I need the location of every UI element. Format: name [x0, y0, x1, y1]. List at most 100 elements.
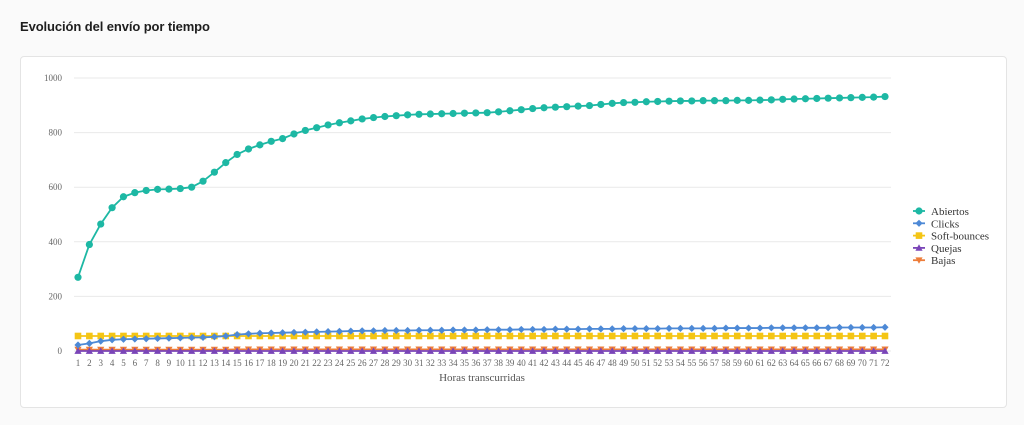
x-tick-label: 67 [824, 358, 834, 368]
x-tick-label: 52 [653, 358, 662, 368]
data-point-clicks [790, 324, 798, 332]
data-point-clicks [733, 324, 741, 332]
data-point-clicks [210, 333, 218, 341]
x-tick-label: 69 [846, 358, 856, 368]
data-point-clicks [745, 324, 753, 332]
data-point-abiertos [347, 117, 355, 125]
data-point-abiertos [563, 103, 571, 111]
data-point-abiertos [74, 273, 82, 281]
data-point-clicks [313, 328, 321, 336]
data-point-clicks [335, 327, 344, 335]
data-point-abiertos [483, 109, 491, 117]
data-point-clicks [801, 324, 810, 332]
data-point-quejas [710, 347, 719, 354]
x-tick-label: 53 [665, 358, 675, 368]
data-point-quejas [381, 347, 389, 354]
data-point-soft-bounces [427, 332, 434, 340]
data-point-clicks [756, 324, 764, 332]
data-point-clicks [642, 325, 650, 333]
data-point-clicks [585, 325, 594, 333]
x-tick-label: 11 [187, 358, 196, 368]
legend-item-bajas[interactable]: Bajas [913, 255, 955, 267]
data-point-clicks [369, 327, 378, 335]
data-point-clicks [199, 333, 207, 341]
legend-label: Clicks [931, 218, 959, 230]
legend-item-soft-bounces[interactable]: Soft-bounces [913, 231, 989, 243]
data-point-quejas [233, 347, 241, 354]
data-point-clicks [404, 326, 412, 335]
data-point-quejas [881, 347, 889, 354]
data-point-clicks [119, 335, 128, 343]
data-point-soft-bounces [563, 332, 571, 340]
data-point-abiertos [381, 112, 389, 121]
data-point-clicks [517, 325, 525, 334]
data-point-clicks [881, 323, 889, 331]
data-point-quejas [142, 347, 150, 354]
x-axis-title: Horas transcurridas [439, 372, 525, 384]
x-tick-label: 1 [76, 358, 81, 368]
x-tick-label: 14 [221, 358, 231, 368]
data-point-clicks [85, 339, 93, 347]
legend-item-clicks[interactable]: Clicks [913, 218, 959, 230]
data-point-quejas [585, 347, 594, 354]
data-point-quejas [597, 347, 605, 354]
data-point-abiertos [608, 99, 616, 107]
data-point-abiertos [824, 94, 832, 102]
data-point-abiertos [301, 126, 309, 135]
x-tick-label: 5 [121, 358, 126, 368]
x-tick-label: 57 [710, 358, 720, 368]
data-point-quejas [733, 347, 741, 354]
grid-layer [74, 77, 891, 352]
x-tick-label: 17 [255, 358, 265, 368]
x-tick-label: 6 [133, 358, 138, 368]
data-point-abiertos [722, 97, 730, 105]
x-tick-label: 71 [869, 358, 878, 368]
data-point-soft-bounces [381, 332, 389, 340]
data-point-clicks [597, 325, 605, 333]
data-point-abiertos [404, 111, 412, 119]
data-point-quejas [654, 347, 662, 354]
x-tick-label: 44 [562, 358, 572, 368]
data-point-quejas [278, 347, 287, 354]
x-tick-label: 66 [812, 358, 822, 368]
data-point-clicks [483, 326, 491, 334]
data-point-clicks [870, 323, 878, 332]
legend-item-quejas[interactable]: Quejas [913, 243, 962, 255]
data-point-abiertos [540, 104, 548, 112]
data-point-soft-bounces [324, 332, 332, 340]
x-tick-label: 27 [369, 358, 379, 368]
data-point-clicks [449, 326, 457, 334]
x-tick-label: 43 [551, 358, 561, 368]
series-bajas [74, 346, 889, 354]
x-tick-label: 48 [608, 358, 618, 368]
x-tick-label: 20 [289, 358, 299, 368]
x-tick-label: 15 [233, 358, 243, 368]
x-tick-label: 21 [301, 358, 310, 368]
data-point-clicks [631, 325, 639, 333]
data-point-soft-bounces [858, 332, 866, 340]
data-point-clicks [381, 326, 389, 335]
data-point-soft-bounces [495, 332, 502, 340]
x-tick-label: 56 [699, 358, 709, 368]
data-point-quejas [722, 347, 730, 354]
data-point-quejas [619, 347, 628, 354]
data-point-soft-bounces [74, 332, 82, 340]
data-point-abiertos [244, 145, 253, 153]
data-point-abiertos [313, 124, 321, 132]
data-point-quejas [301, 347, 309, 354]
y-axis-ticks: 0 200 400 600 800 1000 [44, 73, 63, 356]
data-point-abiertos [165, 185, 173, 193]
data-point-abiertos [665, 97, 673, 105]
data-point-abiertos [222, 159, 230, 167]
data-point-abiertos [97, 220, 105, 228]
data-point-quejas [324, 347, 332, 354]
data-point-abiertos [426, 110, 434, 118]
y-tick-label: 1000 [44, 73, 63, 83]
x-tick-label: 42 [540, 358, 549, 368]
x-tick-label: 51 [642, 358, 651, 368]
x-tick-label: 9 [167, 358, 172, 368]
legend-item-abiertos[interactable]: Abiertos [913, 206, 969, 218]
data-point-abiertos [415, 110, 423, 118]
x-tick-label: 62 [767, 358, 776, 368]
